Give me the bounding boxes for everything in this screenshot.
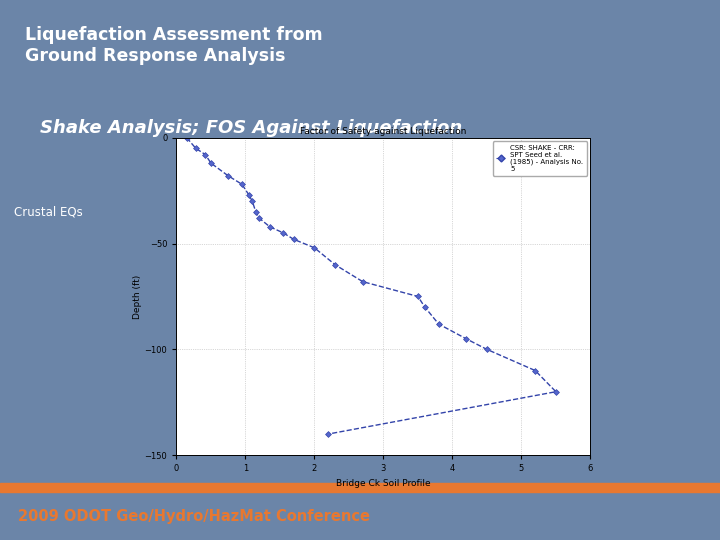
Legend: CSR: SHAKE - CRR:
SPT Seed et al.
(1985) - Analysis No.
5: CSR: SHAKE - CRR: SPT Seed et al. (1985)…: [493, 141, 587, 176]
Y-axis label: Depth (ft): Depth (ft): [133, 274, 142, 319]
Text: Crustal EQs: Crustal EQs: [14, 206, 83, 219]
Title: Factor of Safety against Liquefaction: Factor of Safety against Liquefaction: [300, 126, 467, 136]
Text: Shake Analysis; FOS Against Liquefaction: Shake Analysis; FOS Against Liquefaction: [40, 119, 462, 137]
X-axis label: Bridge Ck Soil Profile: Bridge Ck Soil Profile: [336, 479, 431, 488]
Text: Liquefaction Assessment from
Ground Response Analysis: Liquefaction Assessment from Ground Resp…: [25, 26, 323, 65]
Bar: [0, 483, 720, 491]
Text: 2009 ODOT Geo/Hydro/HazMat Conference: 2009 ODOT Geo/Hydro/HazMat Conference: [18, 509, 370, 524]
